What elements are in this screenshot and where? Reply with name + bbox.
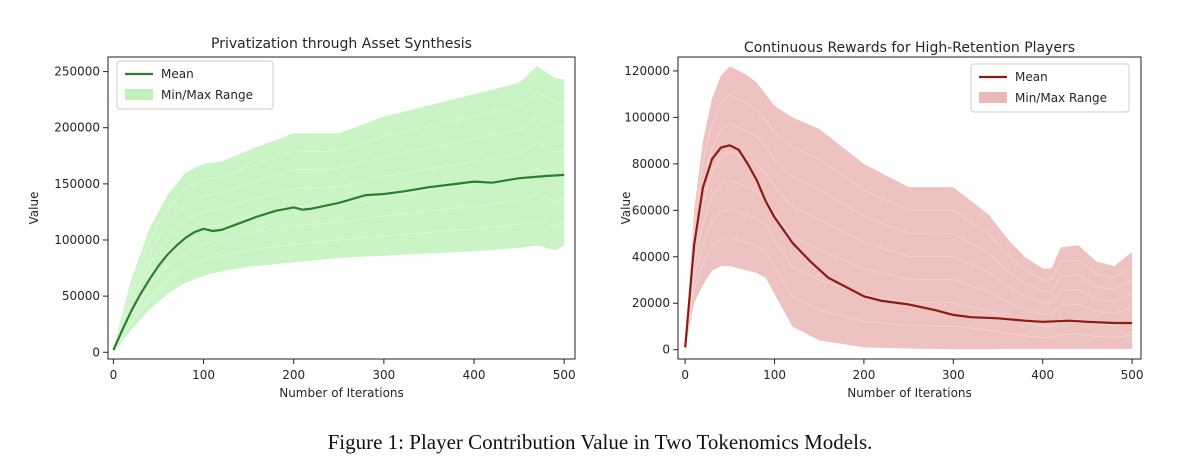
plot-frame: [677, 56, 1142, 360]
y-tick-label: 150000: [54, 177, 100, 191]
x-tick-label: 200: [282, 368, 305, 382]
run-line: [113, 116, 565, 349]
x-tick-label: 200: [852, 368, 875, 382]
run-line: [684, 237, 1133, 350]
x-tick-label: 300: [942, 368, 965, 382]
x-axis-label: Number of Iterations: [847, 386, 972, 400]
range-band: [113, 66, 565, 353]
x-tick-label: 0: [681, 368, 689, 382]
y-tick-label: 200000: [54, 121, 100, 135]
legend-range-swatch: [125, 89, 153, 100]
y-tick-label: 40000: [632, 250, 670, 264]
run-line: [684, 94, 1133, 346]
y-tick-label: 120000: [624, 64, 670, 78]
x-tick-label: 500: [553, 368, 576, 382]
range-band: [685, 66, 1133, 350]
x-tick-label: 100: [763, 368, 786, 382]
plot-frame: [107, 56, 576, 360]
right-chart: 0 100 200 300 400 500 0 20000 40000 60000 80000 100…: [619, 40, 1144, 400]
y-axis-label: Value: [27, 192, 41, 225]
legend-box: [116, 60, 274, 110]
run-line: [684, 151, 1133, 348]
run-line: [684, 122, 1133, 347]
figure-caption: Figure 1: Player Contribution Value in T…: [327, 430, 873, 454]
x-tick-label: 300: [372, 368, 395, 382]
run-line: [113, 91, 565, 348]
chart-title: Privatization through Asset Synthesis: [211, 36, 472, 52]
x-axis-label: Number of Iterations: [279, 386, 404, 400]
run-line: [113, 219, 565, 352]
legend-range-swatch: [979, 92, 1007, 103]
y-tick-label: 20000: [632, 296, 670, 310]
run-line: [684, 180, 1133, 348]
y-tick-label: 60000: [632, 203, 670, 217]
x-tick-label: 0: [110, 368, 118, 382]
right-chart-panel: 0 100 200 300 400 500 0 20000 40000 60000 80000 100…: [600, 0, 1200, 420]
y-tick-label: 100000: [54, 233, 100, 247]
y-axis-label: Value: [619, 192, 633, 225]
run-line: [113, 142, 565, 350]
left-chart: 0 100 200 300 400 500 0 50000 100000 150000 200000…: [27, 36, 576, 400]
run-line: [113, 193, 565, 351]
legend-range-label: Min/Max Range: [1015, 91, 1107, 105]
left-chart-panel: 0 100 200 300 400 500 0 50000 100000 150000 200000…: [0, 0, 600, 420]
x-tick-label: 400: [463, 368, 486, 382]
y-tick-label: 100000: [624, 110, 670, 124]
y-tick-label: 0: [662, 343, 670, 357]
y-tick-label: 80000: [632, 157, 670, 171]
legend-mean-label: Mean: [1015, 70, 1048, 84]
legend-mean-label: Mean: [161, 67, 194, 81]
x-tick-label: 400: [1031, 368, 1054, 382]
y-tick-label: 50000: [62, 289, 100, 303]
x-tick-label: 500: [1121, 368, 1144, 382]
mean-line: [684, 144, 1133, 348]
x-tick-label: 100: [192, 368, 215, 382]
y-tick-label: 0: [92, 345, 100, 359]
chart-title: Continuous Rewards for High-Retention Pl…: [744, 40, 1075, 56]
legend-range-label: Min/Max Range: [161, 88, 253, 102]
mean-line: [112, 173, 565, 351]
y-tick-label: 250000: [54, 65, 100, 79]
legend-box: [970, 63, 1130, 113]
